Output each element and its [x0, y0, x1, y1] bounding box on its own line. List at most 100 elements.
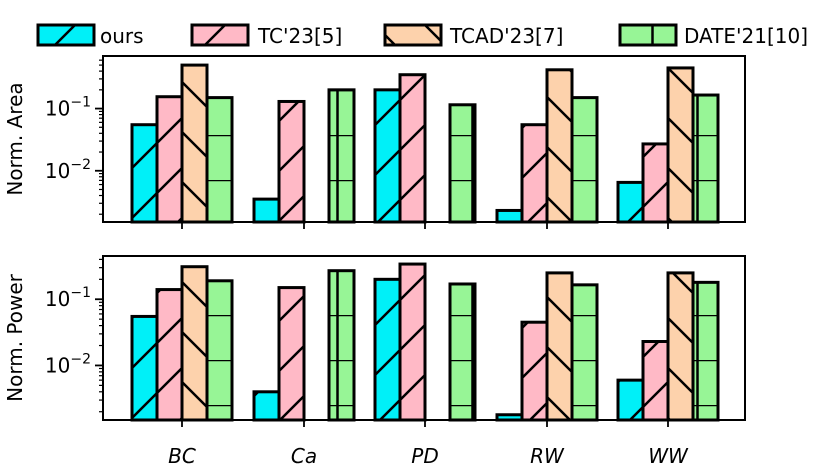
bar-outline	[398, 262, 427, 422]
bar-ours-pd	[373, 277, 402, 422]
bar-outline	[520, 123, 549, 224]
bar-outline	[155, 95, 184, 224]
bar-outline	[448, 282, 477, 422]
bar-date-21-10-pd	[448, 282, 477, 422]
bar-tc-23-5-ww	[641, 142, 670, 224]
legend-label: TCAD'23[7]	[449, 24, 563, 48]
bar-outline	[641, 340, 670, 422]
legend-item-tc-23-5: TC'23[5]	[190, 23, 342, 48]
y-axis-label: Norm. Area	[3, 82, 27, 195]
bar-date-21-10-pd	[448, 103, 477, 224]
bar-outline	[545, 68, 574, 224]
y-tick-label: 10−1	[45, 285, 91, 311]
bar-outline	[691, 280, 720, 422]
legend-label: TC'23[5]	[257, 24, 342, 48]
legend-label: ours	[100, 24, 144, 48]
x-tick-label-rw: RW	[530, 444, 565, 468]
legend-label: DATE'21[10]	[684, 24, 808, 48]
x-tick-label-bc: BC	[168, 444, 196, 468]
bar-date-21-10-ca	[327, 88, 356, 224]
bar-outline	[666, 271, 695, 422]
x-tick-label-pd: PD	[411, 444, 438, 468]
bar-outline	[495, 208, 524, 224]
bar-outline	[373, 88, 402, 224]
bar-outline	[641, 142, 670, 224]
panel-norm-power: 10−1 10−2 Norm. Power	[3, 255, 746, 427]
bar-tc-23-5-pd	[398, 262, 427, 422]
bar-outline	[205, 279, 234, 422]
bar-ours-pd	[373, 88, 402, 224]
bar-outline	[130, 314, 159, 422]
bar-outline	[327, 88, 356, 224]
bar-outline	[277, 286, 306, 422]
bar-tcad-23-7-ww	[666, 66, 695, 224]
bar-outline	[666, 66, 695, 224]
bar-tc-23-5-pd	[398, 73, 427, 224]
bar-ours-ww	[616, 378, 645, 422]
bar-outline	[373, 277, 402, 422]
x-tick-labels: BC Ca PD RW WW	[168, 444, 689, 468]
bar-outline	[327, 269, 356, 422]
bar-outline	[616, 180, 645, 224]
bar-date-21-10-rw	[570, 96, 599, 224]
bar-tc-23-5-rw	[520, 123, 549, 224]
bar-outline	[180, 63, 209, 224]
bar-outline	[616, 378, 645, 422]
bar-outline	[130, 123, 159, 224]
bar-tcad-23-7-ww	[666, 271, 695, 422]
bar-ours-ca	[252, 390, 281, 422]
legend-item-tcad-23-7: TCAD'23[7]	[383, 23, 563, 48]
bar-tc-23-5-bc	[155, 288, 184, 422]
bar-date-21-10-ww	[691, 280, 720, 422]
bar-outline	[155, 288, 184, 422]
bar-tcad-23-7-bc	[180, 265, 209, 422]
legend-swatch-hatch	[36, 23, 96, 47]
y-tick-label: 10−2	[45, 157, 91, 183]
y-tick-label: 10−1	[45, 95, 91, 121]
bar-outline	[180, 265, 209, 422]
legend-item-ours: ours	[36, 23, 144, 48]
bar-date-21-10-rw	[570, 283, 599, 422]
bar-date-21-10-ww	[691, 93, 720, 224]
bar-outline	[691, 93, 720, 224]
bar-tc-23-5-ca	[277, 286, 306, 422]
bar-outline	[520, 320, 549, 422]
bar-date-21-10-ca	[327, 269, 356, 422]
bar-tc-23-5-ca	[277, 99, 306, 224]
bar-tcad-23-7-bc	[180, 63, 209, 224]
bar-outline	[545, 271, 574, 422]
bar-ours-rw	[495, 208, 524, 224]
bar-outline	[570, 283, 599, 422]
x-tick-label-ca: Ca	[291, 444, 317, 468]
bar-tc-23-5-bc	[155, 95, 184, 224]
bar-outline	[252, 197, 281, 224]
bar-outline	[205, 96, 234, 224]
legend-swatch-hatch	[618, 23, 678, 47]
bar-ours-bc	[130, 123, 159, 224]
legend: ours TC'23[5] TCAD'23[7] DATE'21[10]	[36, 23, 808, 48]
bar-date-21-10-bc	[205, 96, 234, 224]
bar-outline	[252, 390, 281, 422]
panel-norm-area: 10−1 10−2 Norm. Area	[3, 55, 746, 229]
x-tick-label-ww: WW	[648, 444, 689, 468]
bar-tc-23-5-ww	[641, 340, 670, 422]
bar-ours-ww	[616, 180, 645, 224]
bar-outline	[570, 96, 599, 224]
bar-tcad-23-7-rw	[545, 68, 574, 224]
chart-panels: 10−1 10−2 Norm. Area 10−1 10−2 Norm. Power	[3, 55, 746, 427]
panel-frame	[102, 55, 746, 223]
bar-tc-23-5-rw	[520, 320, 549, 422]
bar-outline	[398, 73, 427, 224]
panel-frame	[102, 255, 746, 421]
y-axis-label: Norm. Power	[3, 273, 27, 402]
legend-swatch-hatch	[383, 23, 443, 47]
bar-tcad-23-7-rw	[545, 271, 574, 422]
bar-outline	[448, 103, 477, 224]
bar-ours-bc	[130, 314, 159, 422]
y-tick-label: 10−2	[45, 351, 91, 377]
legend-item-date-21-10: DATE'21[10]	[618, 23, 808, 48]
bar-outline	[277, 99, 306, 224]
legend-swatch-hatch	[190, 23, 250, 47]
bar-date-21-10-bc	[205, 279, 234, 422]
